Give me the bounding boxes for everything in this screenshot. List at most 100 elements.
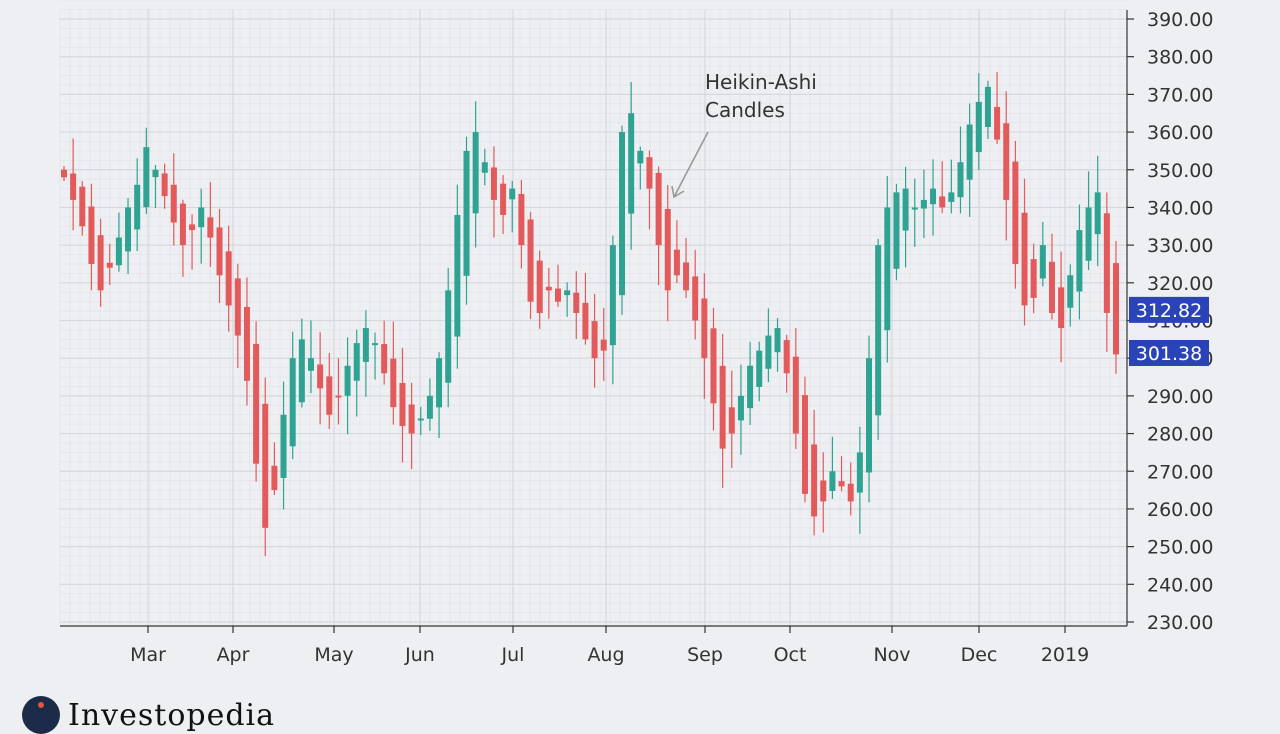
annotation-line-1: Heikin-Ashi xyxy=(705,70,817,94)
candle-body xyxy=(728,407,735,434)
candle-body xyxy=(600,339,607,351)
price-label-text: 301.38 xyxy=(1136,343,1202,365)
candle-body xyxy=(88,206,95,264)
candle-body xyxy=(390,358,397,408)
candle-body xyxy=(399,382,406,427)
candle-body xyxy=(298,339,305,403)
annotation-arrowhead xyxy=(671,185,685,199)
candle-body xyxy=(225,251,232,306)
candle-body xyxy=(536,260,543,313)
x-tick-label: Oct xyxy=(774,644,807,666)
candle-body xyxy=(207,217,214,238)
annotation: Heikin-Ashi Candles xyxy=(671,70,817,199)
candle-body xyxy=(445,290,452,383)
candle-body xyxy=(234,278,241,336)
candle-body xyxy=(1085,207,1092,261)
price-label-box xyxy=(1129,339,1209,366)
candle-body xyxy=(1058,287,1065,329)
candle-body xyxy=(975,101,982,153)
candle-body xyxy=(1103,213,1110,313)
candle-body xyxy=(1012,161,1019,264)
candle-body xyxy=(198,207,205,228)
candle-body xyxy=(152,169,159,178)
candle-body xyxy=(527,219,534,302)
candle-body xyxy=(280,414,287,478)
candle-body xyxy=(97,235,104,291)
candle-body xyxy=(838,481,845,487)
candle-body xyxy=(170,184,177,223)
candle-body xyxy=(372,343,379,346)
candles xyxy=(61,71,1119,557)
x-tick-label: Aug xyxy=(587,644,624,666)
price-label-box xyxy=(1129,296,1209,323)
candle-body xyxy=(326,376,333,415)
x-tick-label: Nov xyxy=(873,644,910,666)
annotation-arrow xyxy=(673,131,709,198)
candle-body xyxy=(436,358,443,408)
candle-body xyxy=(271,465,278,491)
candle-body xyxy=(161,173,168,197)
candle-body xyxy=(307,358,314,371)
candle-body xyxy=(783,340,790,374)
x-tick-label: Sep xyxy=(687,644,723,666)
candle-body xyxy=(902,188,909,231)
candle-body xyxy=(518,193,525,246)
candle-body xyxy=(463,150,470,276)
brand-name: Investopedia xyxy=(68,697,276,733)
candle-body xyxy=(115,237,122,266)
annotation-line-2: Candles xyxy=(705,98,785,122)
y-tick-label: 370.00 xyxy=(1147,84,1213,106)
candle-body xyxy=(701,298,708,359)
candle-body xyxy=(317,364,324,389)
candle-body xyxy=(719,365,726,449)
x-axis-ticks: Mar Apr May Jun Jul Aug Sep Oct Nov Dec 2019 xyxy=(130,626,1089,666)
candle-body xyxy=(1030,259,1037,298)
candle-body xyxy=(710,328,717,404)
y-tick-label: 270.00 xyxy=(1147,461,1213,483)
x-tick-label: Dec xyxy=(961,644,998,666)
candle-body xyxy=(564,290,571,296)
x-tick-label: May xyxy=(314,644,353,666)
candle-body xyxy=(655,172,662,246)
candle-body xyxy=(984,86,991,128)
candle-body xyxy=(253,343,260,464)
candle-body xyxy=(765,335,772,369)
candle-body xyxy=(582,302,589,340)
candle-body xyxy=(646,157,653,189)
x-tick-label: Jun xyxy=(404,644,435,666)
x-tick-label: Mar xyxy=(130,644,166,666)
y-tick-label: 320.00 xyxy=(1147,273,1213,295)
y-tick-label: 340.00 xyxy=(1147,197,1213,219)
x-tick-label: 2019 xyxy=(1041,644,1089,666)
y-tick-label: 250.00 xyxy=(1147,537,1213,559)
candle-body xyxy=(683,262,690,291)
candle-body xyxy=(1067,275,1074,308)
candle-body xyxy=(143,147,150,208)
y-tick-label: 290.00 xyxy=(1147,386,1213,408)
candle-body xyxy=(79,186,86,227)
candle-body xyxy=(1076,230,1083,292)
candle-body xyxy=(875,245,882,416)
candle-body xyxy=(70,173,77,200)
x-tick-label: Jul xyxy=(501,644,525,666)
candle-body xyxy=(847,483,854,502)
candle-body xyxy=(554,288,561,302)
candle-body xyxy=(737,395,744,421)
candle-body xyxy=(472,132,479,214)
candle-body xyxy=(939,196,946,208)
x-tick-label: Apr xyxy=(217,644,250,666)
candle-body xyxy=(353,343,360,381)
y-tick-label: 350.00 xyxy=(1147,160,1213,182)
candle-body xyxy=(957,162,964,198)
candle-body xyxy=(289,358,296,447)
candle-body xyxy=(673,249,680,276)
candle-body xyxy=(911,207,918,210)
candle-body xyxy=(664,209,671,291)
candle-body xyxy=(417,418,424,421)
candle-body xyxy=(920,199,927,209)
candle-body xyxy=(1094,192,1101,235)
candle-body xyxy=(545,286,552,291)
candle-body xyxy=(692,276,699,321)
price-label-text: 312.82 xyxy=(1136,300,1202,322)
candle-body xyxy=(426,395,433,419)
